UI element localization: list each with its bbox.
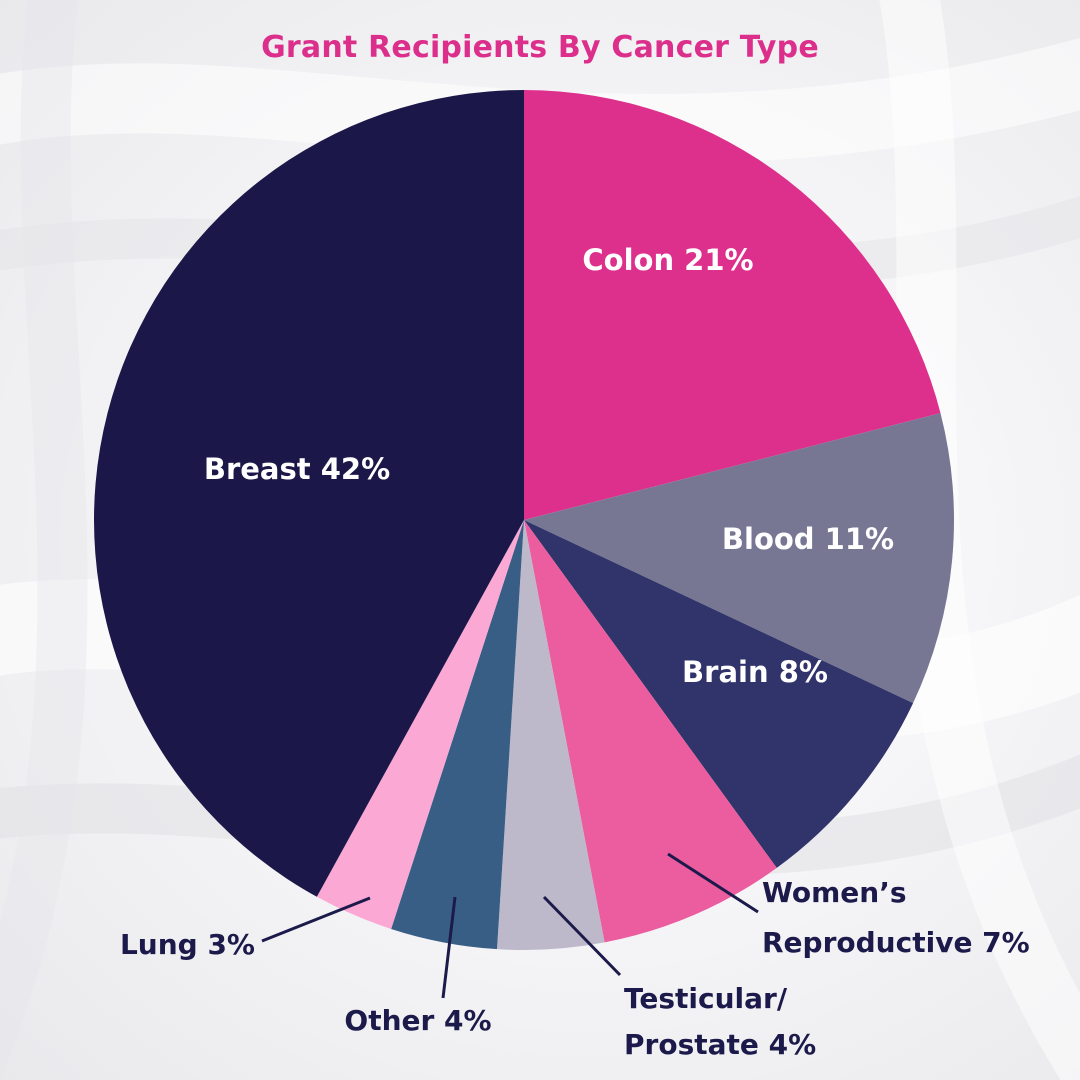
- slice-label-women-s-reproductive-line-1: Women’s: [762, 876, 907, 909]
- slice-label-women-s-reproductive-line-2: Reproductive 7%: [762, 926, 1030, 959]
- pie-slice-testicular-prostate: [497, 520, 605, 950]
- slice-label-blood: Blood 11%: [722, 522, 894, 556]
- pie-slice-breast: [94, 90, 524, 897]
- slice-label-lung: Lung 3%: [120, 928, 255, 961]
- pie-slice-lung: [316, 520, 524, 929]
- slice-label-other: Other 4%: [344, 1004, 491, 1037]
- pie-slices: [94, 90, 954, 950]
- slice-label-breast: Breast 42%: [204, 452, 390, 486]
- chart-title: Grant Recipients By Cancer Type: [261, 30, 819, 65]
- leader-line-women-s-reproductive: [667, 852, 759, 914]
- slice-label-testicular-prostate-line-1: Testicular/: [624, 982, 788, 1015]
- leader-line-testicular-prostate: [542, 895, 622, 977]
- pie-slice-other: [391, 520, 524, 950]
- slice-labels: Colon 21% Blood 11% Brain 8% Women’s Reprodu…: [120, 243, 1030, 1061]
- leader-line-lung: [261, 896, 371, 943]
- slice-label-colon: Colon 21%: [582, 243, 753, 277]
- pie-slice-women-s-reproductive: [524, 520, 777, 943]
- pie-slice-colon: [524, 90, 941, 520]
- leader-lines: [261, 852, 759, 999]
- leader-line-other: [441, 896, 457, 999]
- pie-slice-blood: [524, 413, 954, 704]
- slice-label-testicular-prostate-line-2: Prostate 4%: [624, 1028, 816, 1061]
- pie-slice-brain: [524, 520, 914, 868]
- slice-label-brain: Brain 8%: [682, 655, 828, 689]
